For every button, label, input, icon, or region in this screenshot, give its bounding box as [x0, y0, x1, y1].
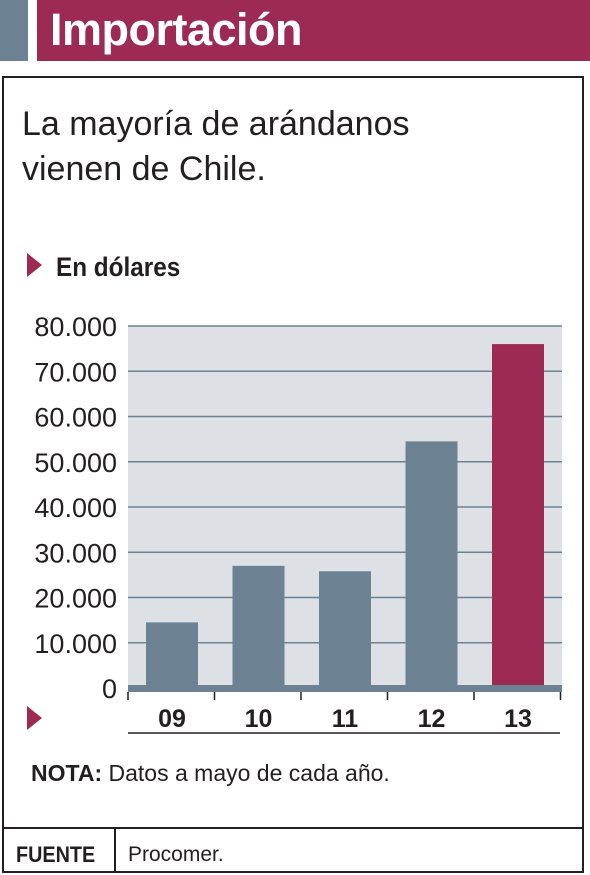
x-axis-marker-icon — [27, 706, 42, 730]
y-axis-ticks: 0 10.000 20.000 30.000 40.000 50.000 60.000 70.… — [34, 312, 117, 704]
chart-subtitle: La mayoría de arándanos vienen de Chile. — [22, 102, 409, 192]
bar-10 — [232, 565, 285, 688]
bar-12 — [405, 441, 458, 688]
x-tick-label: 09 — [158, 705, 186, 733]
grid-lines — [128, 325, 562, 644]
x-axis — [127, 685, 562, 734]
y-tick-label: 10.000 — [34, 629, 117, 659]
page-title: Importación — [50, 4, 303, 55]
source-value: Procomer. — [128, 843, 224, 866]
source-label: FUENTE — [16, 842, 96, 867]
unit-marker-icon — [27, 253, 42, 277]
chart-panel — [2, 76, 584, 873]
source-divider — [2, 827, 584, 829]
x-tick-label: 13 — [504, 705, 532, 733]
x-tick-label: 11 — [332, 705, 359, 733]
x-axis-baseline — [128, 685, 562, 692]
x-axis-ticks: 09 10 11 12 13 — [158, 705, 532, 733]
bar-chart: 0 10.000 20.000 30.000 40.000 50.000 60.000 70.… — [34, 312, 562, 734]
y-tick-label: 70.000 — [34, 357, 117, 387]
header-bar: Importación — [37, 0, 590, 61]
source-separator — [114, 827, 116, 873]
bar-13 — [492, 344, 544, 688]
y-tick-label: 30.000 — [34, 538, 117, 568]
x-tick-label: 12 — [418, 705, 446, 733]
note-text: Datos a mayo de cada año. — [108, 760, 390, 786]
note-label: NOTA: — [31, 760, 103, 786]
bar-11 — [319, 571, 371, 688]
y-tick-label: 20.000 — [34, 584, 117, 614]
bars — [146, 344, 544, 688]
header-accent-block — [0, 0, 28, 61]
y-tick-label: 50.000 — [34, 448, 117, 478]
subtitle-line-1: La mayoría de arándanos — [22, 105, 410, 143]
y-tick-label: 80.000 — [34, 312, 117, 342]
source-row: FUENTE Procomer. — [2, 827, 584, 873]
bar-09 — [146, 622, 198, 688]
y-tick-label: 40.000 — [34, 493, 117, 523]
subtitle-line-2: vienen de Chile. — [22, 150, 266, 188]
y-tick-label: 0 — [102, 674, 117, 704]
unit-label: En dólares — [56, 252, 181, 282]
x-tick-label: 10 — [245, 705, 273, 733]
y-tick-label: 60.000 — [34, 403, 117, 433]
chart-note: NOTA: Datos a mayo de cada año. — [31, 760, 390, 787]
